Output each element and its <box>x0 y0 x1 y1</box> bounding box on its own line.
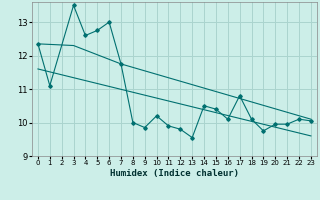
X-axis label: Humidex (Indice chaleur): Humidex (Indice chaleur) <box>110 169 239 178</box>
